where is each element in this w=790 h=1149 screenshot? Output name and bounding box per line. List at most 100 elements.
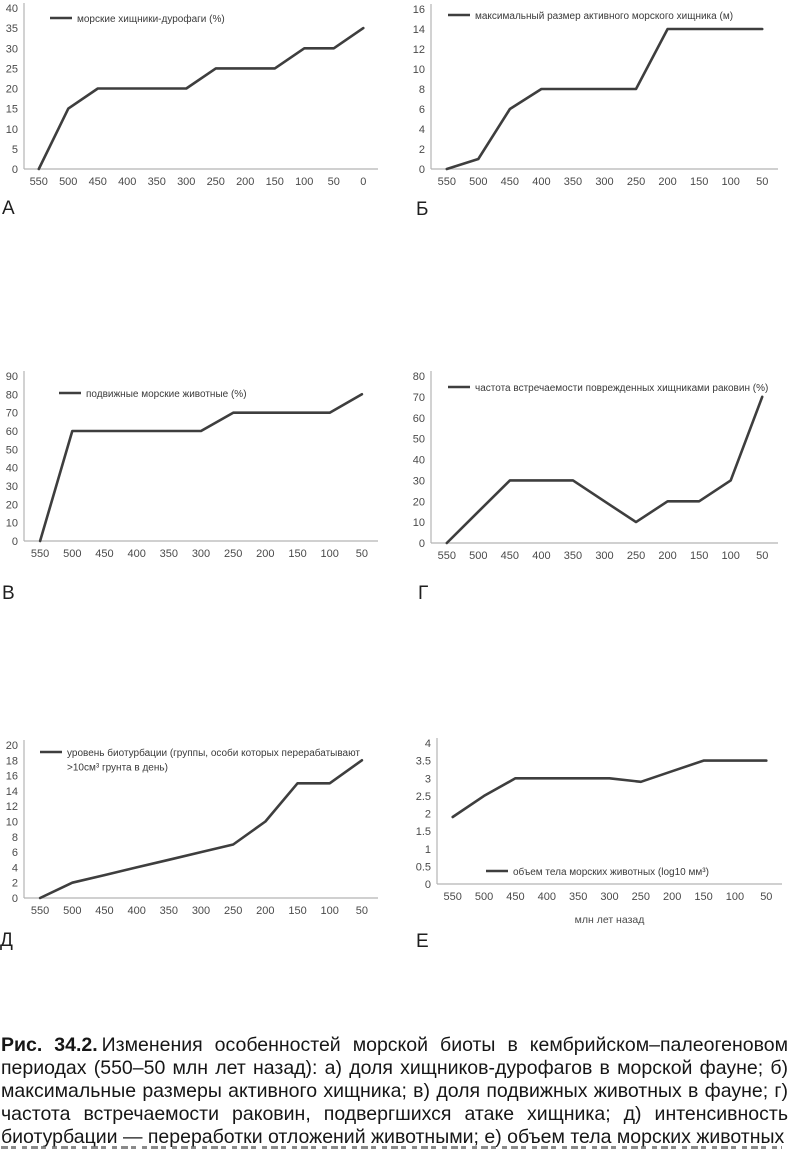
x-axis-tick-label: 50	[356, 905, 368, 917]
x-axis-tick-label: 450	[501, 176, 519, 188]
y-axis-tick-label: 2	[12, 878, 18, 890]
chart-b-canvas: 0 2 4 6 8 10 12 14 16 550 500 450 400 350 300 250 200 150…	[413, 4, 778, 188]
x-axis-tick-label: 250	[224, 905, 242, 917]
y-axis-tick-label: 6	[419, 104, 425, 116]
y-axis-tick-label: 60	[6, 426, 18, 438]
x-axis-tick-label: 50	[328, 176, 340, 188]
x-axis-tick-label: 450	[95, 548, 113, 560]
y-axis-tick-label: 70	[6, 408, 18, 420]
x-axis-tick-label: 450	[501, 550, 519, 562]
y-axis-tick-label: 16	[413, 4, 425, 16]
x-axis-tick-label: 50	[760, 891, 772, 903]
x-axis-tick-label: 150	[288, 905, 306, 917]
y-axis-tick-label: 4	[425, 738, 431, 750]
y-axis-tick-label: 15	[6, 104, 18, 116]
x-axis-tick-label: 100	[722, 176, 740, 188]
x-axis-tick-label: 450	[506, 891, 524, 903]
y-axis-tick-label: 0	[425, 879, 431, 891]
x-axis-tick-label: 150	[266, 176, 284, 188]
y-axis-tick-label: 6	[12, 847, 18, 859]
legend-label: подвижные морские животные (%)	[86, 389, 247, 400]
x-axis-tick-label: 300	[192, 905, 210, 917]
x-axis-tick-label: 300	[192, 548, 210, 560]
x-axis-tick-label: 550	[444, 891, 462, 903]
x-axis-tick-label: 150	[690, 550, 708, 562]
x-axis-tick-label: 500	[475, 891, 493, 903]
y-axis-tick-label: 20	[6, 84, 18, 96]
chart-v-mobile-animals: 0 10 20 30 40 50 60 70 80 90 550 500 450 400 350 300 250…	[0, 368, 392, 613]
chart-g-canvas: 0 10 20 30 40 50 60 70 80 550 500 450 400 350 300 250 20…	[413, 371, 778, 562]
y-axis-tick-label: 4	[419, 124, 425, 136]
y-axis-tick-label: 0.5	[416, 861, 431, 873]
x-axis-tick-label: 50	[356, 548, 368, 560]
chart-v-canvas: 0 10 20 30 40 50 60 70 80 90 550 500 450 400 350 300 250…	[6, 371, 378, 560]
y-axis-tick-label: 8	[419, 84, 425, 96]
y-axis-tick-label: 40	[6, 3, 18, 15]
y-axis-tick-label: 10	[413, 64, 425, 76]
x-axis-tick-label: 150	[694, 891, 712, 903]
y-axis-tick-label: 14	[6, 786, 18, 798]
x-axis-tick-label: 400	[127, 905, 145, 917]
series-line	[445, 395, 764, 545]
chart-g-damaged-shells: 0 10 20 30 40 50 60 70 80 550 500 450 400 350 300 250 20…	[398, 368, 790, 613]
y-axis-tick-label: 50	[6, 444, 18, 456]
y-axis-tick-label: 12	[413, 44, 425, 56]
y-axis-tick-label: 50	[413, 434, 425, 446]
y-axis-tick-label: 70	[413, 392, 425, 404]
x-axis-tick-label: 0	[360, 176, 366, 188]
series-line	[38, 392, 364, 543]
x-axis-tick-label: 350	[148, 176, 166, 188]
figure-caption: Рис. 34.2. Изменения особенностей морской…	[0, 1034, 790, 1149]
chart-b-max-predator-size: 0 2 4 6 8 10 12 14 16 550 500 450 400 350 300 250 200 150…	[398, 0, 790, 245]
x-axis-tick-label: 400	[532, 176, 550, 188]
y-axis-tick-label: 3.5	[416, 756, 431, 768]
x-axis-tick-label: 100	[722, 550, 740, 562]
y-axis-tick-label: 16	[6, 771, 18, 783]
x-axis-tick-label: 250	[207, 176, 225, 188]
y-axis-tick-label: 80	[6, 389, 18, 401]
x-axis-tick-label: 150	[288, 548, 306, 560]
y-axis-tick-label: 0	[12, 164, 18, 176]
x-axis-tick-label: 550	[438, 550, 456, 562]
legend-label: >10см³ грунта в день)	[67, 763, 168, 774]
x-axis-tick-label: 50	[756, 550, 768, 562]
y-axis-tick-label: 20	[6, 499, 18, 511]
x-axis-tick-label: 250	[632, 891, 650, 903]
chart-d-letter: Д	[0, 930, 13, 951]
y-axis-tick-label: 0	[419, 164, 425, 176]
y-axis-tick-label: 10	[6, 124, 18, 136]
x-axis-tick-label: 400	[532, 550, 550, 562]
x-axis-tick-label: 550	[31, 548, 49, 560]
y-axis-tick-label: 35	[6, 23, 18, 35]
y-axis-tick-label: 2	[419, 144, 425, 156]
x-axis-tick-label: 200	[658, 550, 676, 562]
x-axis-tick-label: 100	[295, 176, 313, 188]
x-axis-tick-label: 100	[321, 548, 339, 560]
chart-g-letter: Г	[418, 583, 429, 604]
caption-text: Изменения особенностей морской биоты в к…	[1, 1034, 788, 1148]
x-axis-tick-label: 200	[658, 176, 676, 188]
series-line	[38, 758, 364, 900]
x-axis-tick-label: 550	[31, 905, 49, 917]
y-axis-tick-label: 25	[6, 63, 18, 75]
y-axis-tick-label: 12	[6, 801, 18, 813]
x-axis-tick-label: 300	[177, 176, 195, 188]
x-axis-tick-label: 350	[160, 548, 178, 560]
y-axis-tick-label: 8	[12, 832, 18, 844]
x-axis-tick-label: 300	[600, 891, 618, 903]
y-axis-tick-label: 0	[12, 893, 18, 905]
chart-e-canvas: 0 0.5 1 1.5 2 2.5 3 3.5 4 550 500 450 400 350 300 250 20…	[416, 738, 782, 926]
legend-label: объем тела морских животных (log10 мм³)	[513, 866, 709, 878]
series-line	[451, 759, 768, 819]
x-axis-tick-label: 200	[256, 905, 274, 917]
y-axis-tick-label: 5	[12, 144, 18, 156]
y-axis-tick-label: 18	[6, 755, 18, 767]
series-line	[37, 26, 365, 171]
x-axis-tick-label: 500	[63, 905, 81, 917]
y-axis-tick-label: 0	[419, 538, 425, 550]
x-axis-tick-label: 350	[564, 550, 582, 562]
y-axis-tick-label: 60	[413, 413, 425, 425]
x-axis-tick-label: 350	[569, 891, 587, 903]
chart-v-letter: В	[2, 583, 15, 604]
